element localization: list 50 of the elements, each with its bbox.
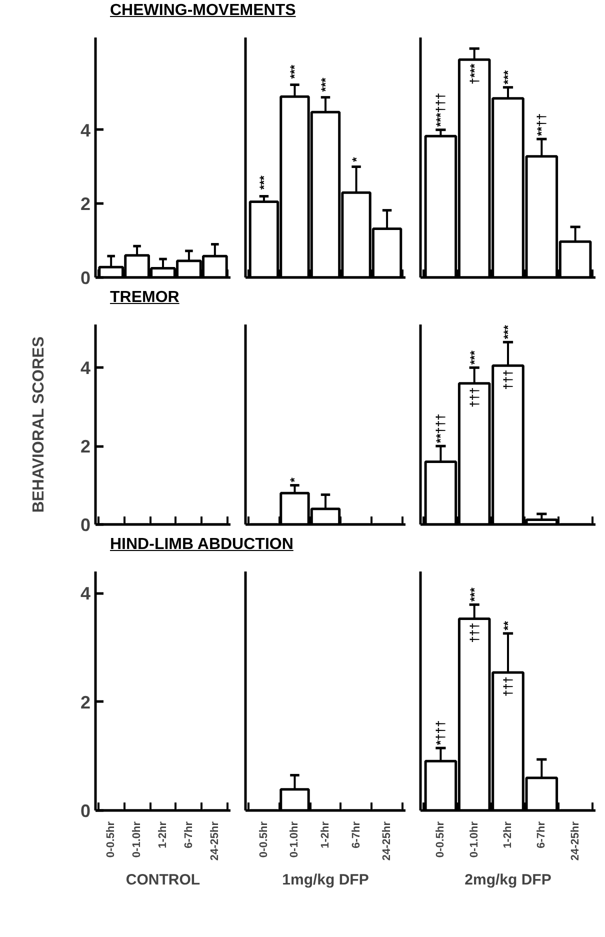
x-axis-title: CONTROL xyxy=(126,872,200,889)
y-tick-label: 0 xyxy=(80,268,91,288)
x-tick-label: 0-1.0hr xyxy=(468,820,480,858)
x-tick-label: 6-7hr xyxy=(350,820,362,848)
annotation: * xyxy=(288,477,302,482)
annotation: * xyxy=(349,156,364,162)
annotation: †*** xyxy=(467,63,482,84)
annotation: ††† xyxy=(467,622,482,643)
y-tick-label: 0 xyxy=(80,801,91,821)
annotation: *** xyxy=(467,350,482,365)
chart-title: TREMOR xyxy=(110,289,180,306)
x-tick-label: 24-25hr xyxy=(381,820,394,861)
annotation: ††† xyxy=(467,387,482,408)
y-tick-label: 2 xyxy=(80,692,91,712)
x-axis-title: 2mg/kg DFP xyxy=(464,872,552,889)
annotation: ** xyxy=(501,620,515,630)
annotation: ***††† xyxy=(434,92,448,127)
annotation: *** xyxy=(288,64,302,79)
x-tick-label: 0-0.5hr xyxy=(434,820,447,858)
annotation: *††† xyxy=(434,720,448,746)
y-axis-title: BEHAVIORAL SCORES xyxy=(30,336,48,513)
x-tick-label: 24-25hr xyxy=(208,820,221,861)
y-tick-label: 4 xyxy=(80,120,91,140)
annotation: *** xyxy=(501,324,515,340)
x-tick-label: 0-1.0hr xyxy=(131,820,144,858)
x-tick-label: 1-2hr xyxy=(157,820,169,848)
x-axis-title: 1mg/kg DFP xyxy=(282,872,369,889)
y-tick-label: 0 xyxy=(80,515,91,535)
x-tick-label: 6-7hr xyxy=(182,820,195,848)
y-tick-label: 4 xyxy=(80,358,91,378)
annotation: ††† xyxy=(501,370,515,390)
annotation: *** xyxy=(467,587,482,602)
x-tick-label: 0-0.5hr xyxy=(258,820,270,858)
x-tick-label: 0-0.5hr xyxy=(105,820,118,858)
annotation: *** xyxy=(318,77,332,92)
annotation: ††† xyxy=(501,676,515,697)
x-tick-label: 24-25hr xyxy=(569,820,582,861)
annotation: *** xyxy=(501,70,515,84)
x-tick-label: 1-2hr xyxy=(320,820,332,848)
y-tick-label: 4 xyxy=(80,584,91,604)
x-tick-label: 6-7hr xyxy=(536,820,548,848)
y-tick-label: 2 xyxy=(80,194,91,214)
x-tick-label: 0-1.0hr xyxy=(288,820,301,858)
x-tick-label: 1-2hr xyxy=(502,820,514,848)
chart-title: CHEWING-MOVEMENTS xyxy=(110,2,296,19)
annotation: *** xyxy=(256,175,271,190)
chart-title: HIND-LIMB ABDUCTION xyxy=(110,536,294,553)
annotation: **†† xyxy=(534,113,549,136)
annotation: **††† xyxy=(434,414,448,444)
y-tick-label: 2 xyxy=(80,436,91,457)
